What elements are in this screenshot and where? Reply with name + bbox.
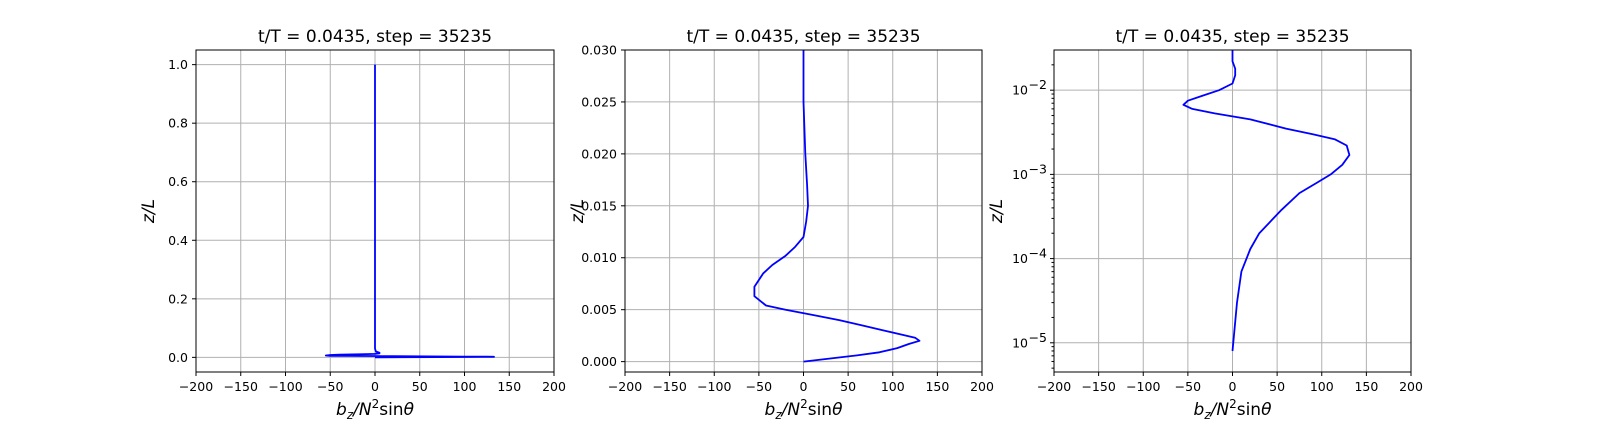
y-tick-label: 1.0 xyxy=(168,57,188,72)
x-tick-label: −100 xyxy=(697,379,731,394)
y-tick-label: 0.2 xyxy=(168,291,188,306)
y-tick-label: 10 xyxy=(1012,167,1028,182)
x-tick-label: −200 xyxy=(608,379,642,394)
x-tick-label: −150 xyxy=(1081,379,1115,394)
x-tick-label: −100 xyxy=(268,379,302,394)
x-tick-label: 50 xyxy=(840,379,856,394)
x-tick-label: 50 xyxy=(1269,379,1285,394)
data-series-line xyxy=(324,64,495,359)
x-tick-label: −200 xyxy=(179,379,213,394)
x-tick-label: −200 xyxy=(1037,379,1071,394)
x-tick-label: 100 xyxy=(453,379,477,394)
y-tick-label: 0.000 xyxy=(581,354,617,369)
x-tick-label: 0 xyxy=(1229,379,1237,394)
chart-panel-2: −200 −150 −100 −50 0 50 100 150 200 0.000 0.005 0.0… xyxy=(568,27,994,422)
x-tick-label: 0 xyxy=(371,379,379,394)
x-tick-label: 100 xyxy=(1310,379,1334,394)
y-tick-label: 0.025 xyxy=(581,94,617,109)
chart-title: t/T = 0.0435, step = 35235 xyxy=(258,27,492,47)
y-axis-label: z/L xyxy=(987,199,1007,224)
y-tick-label: 0.6 xyxy=(168,174,188,189)
x-tick-label: 200 xyxy=(542,379,566,394)
y-tick-label: 0.010 xyxy=(581,250,617,265)
y-tick-label: 0.0 xyxy=(168,350,188,365)
x-tick-label: −150 xyxy=(652,379,686,394)
x-axis-label: bz/N2sinθ xyxy=(336,397,415,422)
y-tick-exponent: −3 xyxy=(1029,161,1047,176)
x-tick-label: 200 xyxy=(970,379,994,394)
x-axis-label: bz/N2sinθ xyxy=(1194,397,1273,422)
y-tick-label: 0.020 xyxy=(581,146,617,161)
x-tick-label: −50 xyxy=(746,379,772,394)
y-axis-label: z/L xyxy=(568,199,588,224)
data-series-line xyxy=(1182,50,1351,352)
y-tick-exponent: −4 xyxy=(1029,246,1047,261)
x-tick-label: 50 xyxy=(412,379,428,394)
x-tick-label: 0 xyxy=(800,379,808,394)
chart-title: t/T = 0.0435, step = 35235 xyxy=(1115,27,1349,47)
y-tick-label: 0.4 xyxy=(168,233,188,248)
x-tick-label: 150 xyxy=(1354,379,1378,394)
x-tick-label: −150 xyxy=(224,379,258,394)
y-tick-label: 0.030 xyxy=(581,43,617,58)
x-tick-label: 150 xyxy=(497,379,521,394)
chart-panel-1: −200 −150 −100 −50 0 50 100 150 200 0.0 0.2 0.4 0.6 0… xyxy=(139,27,566,422)
y-tick-label: 10 xyxy=(1012,83,1028,98)
x-tick-label: −50 xyxy=(1175,379,1201,394)
chart-title: t/T = 0.0435, step = 35235 xyxy=(686,27,920,47)
x-tick-label: 100 xyxy=(881,379,905,394)
data-series-line xyxy=(753,50,921,363)
y-tick-exponent: −2 xyxy=(1029,77,1047,92)
y-tick-label: 0.015 xyxy=(581,198,617,213)
y-tick-label: 10 xyxy=(1012,251,1028,266)
y-tick-exponent: −5 xyxy=(1029,330,1047,345)
x-tick-label: −100 xyxy=(1126,379,1160,394)
y-tick-label: 0.8 xyxy=(168,116,188,131)
x-tick-label: 150 xyxy=(925,379,949,394)
x-tick-label: 200 xyxy=(1399,379,1423,394)
y-tick-label: 0.005 xyxy=(581,302,617,317)
y-tick-label: 10 xyxy=(1012,335,1028,350)
y-axis-label: z/L xyxy=(139,199,159,224)
x-tick-label: −50 xyxy=(317,379,343,394)
x-axis-label: bz/N2sinθ xyxy=(765,397,844,422)
